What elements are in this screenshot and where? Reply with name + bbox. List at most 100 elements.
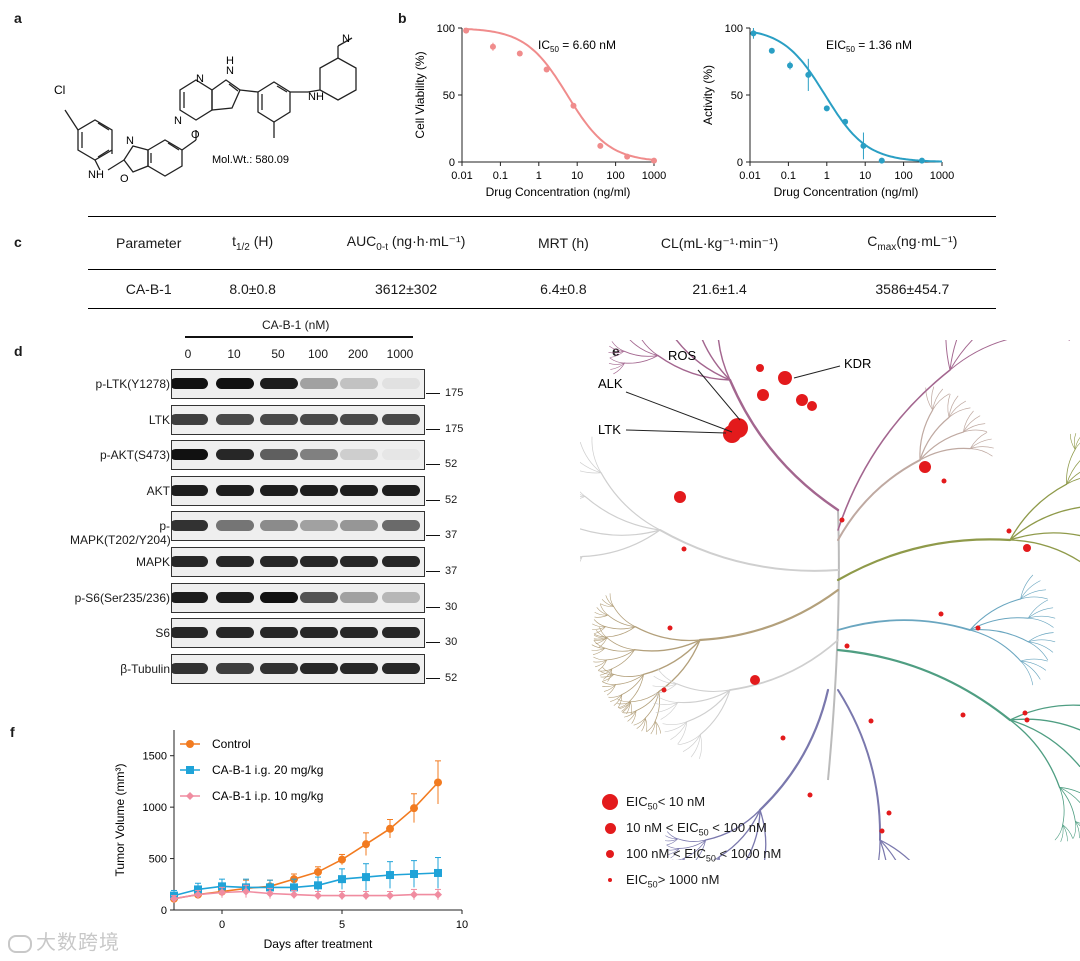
other-group-branch — [580, 470, 602, 474]
blot-band — [382, 662, 420, 674]
tkl-group-branch — [666, 845, 680, 849]
cell-half-life: 8.0±0.8 — [209, 269, 296, 309]
tkl-sub-branch — [837, 689, 882, 841]
agc-group-branch — [1066, 471, 1080, 485]
ste-group-branch — [636, 717, 646, 729]
header-cl: CL(mL·kg⁻¹·min⁻¹) — [610, 216, 829, 270]
callout-alk — [625, 391, 733, 433]
y-tick-label: 1500 — [143, 751, 167, 763]
data-point — [194, 890, 202, 899]
ste-group-branch — [613, 673, 645, 677]
blot-band — [340, 662, 378, 674]
tkl-group-branch — [705, 809, 761, 841]
dose-label: 200 — [347, 347, 369, 361]
x-tick-label: 100 — [606, 170, 624, 182]
atypical-branch — [678, 734, 701, 746]
mw-marker — [426, 428, 440, 430]
ste-group-branch — [605, 626, 636, 630]
ste-group-branch — [593, 656, 608, 661]
label-alk: ALK — [598, 376, 623, 391]
data-point — [651, 157, 657, 164]
legend-label: CA-B-1 i.g. 20 mg/kg — [212, 763, 323, 777]
tk-group-branch — [608, 362, 625, 365]
atypical-branch — [654, 683, 678, 695]
tk-group-branch — [675, 340, 731, 381]
ck1-group-branch — [837, 459, 921, 541]
mw-label: 30 — [445, 636, 458, 649]
data-point — [362, 840, 370, 849]
cell-cmax: 3586±454.7 — [828, 269, 996, 309]
label-ros: ROS — [668, 348, 697, 363]
blot-band — [300, 449, 338, 461]
camk-group-branch — [1020, 580, 1041, 600]
tkl-group-branch — [666, 848, 680, 851]
tkl-sub-branch — [879, 839, 897, 860]
y-axis-label: Activity (%) — [701, 65, 715, 125]
blot-band — [300, 556, 338, 567]
blot-band — [340, 591, 378, 603]
dose-label: 50 — [271, 347, 285, 361]
blot-band — [300, 378, 338, 389]
ste-group-branch — [591, 644, 606, 649]
legend-label: CA-B-1 i.p. 10 mg/kg — [212, 789, 323, 803]
ste-group-branch — [623, 710, 637, 718]
ste-group-branch — [641, 717, 646, 732]
cmgc-group-branch — [1059, 786, 1076, 822]
tkl-sub-branch — [878, 839, 881, 860]
atom-h1: H — [96, 169, 104, 181]
tkl-group-branch — [677, 838, 707, 842]
mw-label: 37 — [445, 529, 458, 542]
cmgc-group-branch — [1009, 704, 1080, 721]
atypical-branch — [660, 702, 679, 720]
camk-group-branch — [1027, 607, 1054, 619]
mw-marker — [426, 535, 440, 537]
ste-group-branch — [591, 647, 606, 651]
blot-band — [172, 627, 208, 639]
blot-band — [216, 556, 254, 567]
blot-band — [300, 662, 338, 674]
atypical-branch — [670, 721, 688, 740]
atypical-branch — [653, 675, 678, 685]
other-group-branch — [580, 491, 586, 497]
data-point — [386, 871, 394, 880]
header-mrt: MRT (h) — [516, 216, 611, 270]
ic50-annotation: EIC50 = 1.36 nM — [826, 38, 912, 54]
mw-label: 52 — [445, 671, 458, 684]
other-group-branch — [600, 472, 661, 531]
cell-mrt: 6.4±0.8 — [516, 269, 611, 309]
legend-dot — [602, 794, 618, 810]
ste-group-branch — [600, 671, 615, 675]
blot-band — [260, 378, 298, 389]
callout-kdr — [793, 365, 841, 379]
inhibited-kinase-dot — [886, 810, 892, 816]
mw-label: 175 — [445, 422, 464, 435]
dose-label: 0 — [184, 347, 192, 361]
ste-group-branch — [608, 694, 623, 698]
ste-group-branch — [627, 710, 637, 722]
cmgc-group-branch — [1075, 821, 1080, 839]
mw-label: 175 — [445, 387, 464, 399]
data-point — [170, 894, 178, 903]
tk-group-branch — [623, 350, 659, 357]
agc-group-branch — [1009, 506, 1080, 541]
tree-trunk — [827, 509, 840, 781]
series-line — [173, 890, 438, 900]
ck1-group-branch — [962, 423, 986, 433]
y-tick-label: 50 — [731, 90, 743, 102]
inhibited-kinase-dot — [938, 611, 944, 617]
blot-band — [216, 662, 254, 674]
callout-ltk — [625, 429, 727, 434]
ste-group-branch — [613, 606, 636, 628]
ste-group-branch — [622, 701, 632, 713]
x-tick-label: 10 — [859, 170, 871, 182]
ste-group-branch — [592, 647, 606, 655]
blot-band — [340, 378, 378, 389]
cell-cl: 21.6±1.4 — [610, 269, 829, 309]
cmgc-group-branch — [1009, 718, 1080, 731]
ste-group-branch — [607, 684, 616, 696]
data-point — [338, 855, 346, 864]
ste-group-branch — [603, 668, 613, 680]
ste-group-branch — [654, 691, 660, 722]
ck1-group-branch — [919, 447, 971, 461]
blot-band — [382, 484, 420, 496]
